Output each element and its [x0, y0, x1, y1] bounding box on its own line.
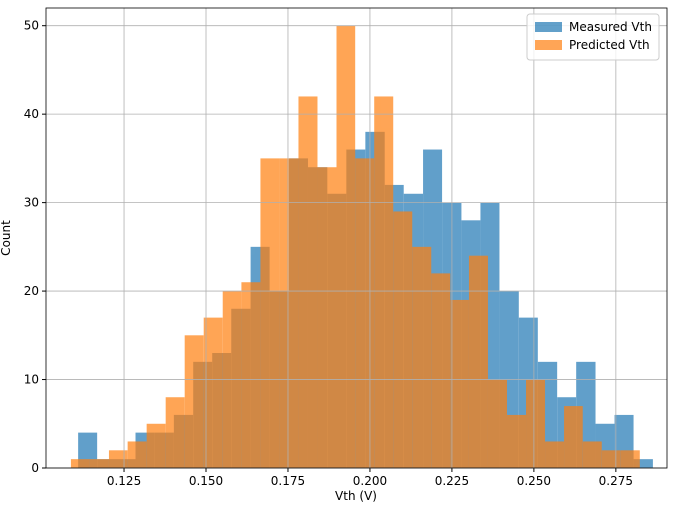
x-tick-label: 0.250: [517, 474, 551, 488]
histogram-bar: [146, 423, 166, 468]
histogram-bar: [431, 273, 451, 468]
histogram-bar: [241, 282, 261, 468]
y-axis-label: Count: [0, 220, 13, 256]
x-tick-label: 0.200: [353, 474, 387, 488]
y-tick-label: 0: [31, 461, 39, 475]
histogram-bar: [450, 299, 469, 468]
histogram-bar: [203, 317, 223, 468]
legend: Measured Vth Predicted Vth: [526, 13, 660, 61]
y-tick-label: 10: [24, 373, 39, 387]
histogram-bar: [601, 450, 621, 468]
y-tick-label: 50: [24, 19, 39, 33]
histogram-bar: [317, 167, 337, 468]
histogram-bar: [620, 450, 640, 468]
histogram-bar: [545, 441, 565, 468]
histogram-bar: [633, 459, 653, 468]
histogram-bar: [487, 379, 507, 468]
histogram-bar: [374, 96, 394, 468]
legend-swatch: [535, 40, 562, 50]
legend-label: Measured Vth: [569, 20, 652, 34]
x-axis-label: Vth (V): [335, 489, 377, 503]
histogram-bar: [89, 459, 109, 468]
y-tick-label: 20: [24, 284, 39, 298]
histogram-bar: [582, 441, 602, 468]
histogram-bar: [393, 211, 413, 468]
histogram-bar: [165, 397, 185, 468]
histogram-bar: [564, 406, 583, 468]
histogram-bar: [108, 450, 128, 468]
histogram-bar: [526, 379, 546, 468]
histogram-bar: [412, 246, 432, 468]
histogram-bar: [298, 96, 318, 468]
histogram-bar: [70, 459, 90, 468]
x-tick-label: 0.175: [271, 474, 305, 488]
legend-swatch: [535, 22, 562, 32]
histogram-bar: [506, 414, 527, 468]
x-tick-label: 0.275: [599, 474, 633, 488]
histogram-bar: [279, 158, 299, 468]
plot-frame: [45, 7, 668, 469]
series: [70, 25, 640, 468]
legend-label: Predicted Vth: [569, 38, 650, 52]
histogram-bar: [260, 158, 280, 468]
histogram-bar: [336, 25, 356, 468]
x-tick-label: 0.150: [189, 474, 223, 488]
histogram-bar: [127, 441, 147, 468]
x-tick-label: 0.125: [107, 474, 141, 488]
y-tick-label: 40: [24, 107, 39, 121]
histogram-bar: [468, 255, 488, 468]
histogram-bar: [184, 335, 204, 468]
x-tick-label: 0.225: [435, 474, 469, 488]
histogram-bar: [355, 158, 375, 468]
y-tick-label: 30: [24, 196, 39, 210]
